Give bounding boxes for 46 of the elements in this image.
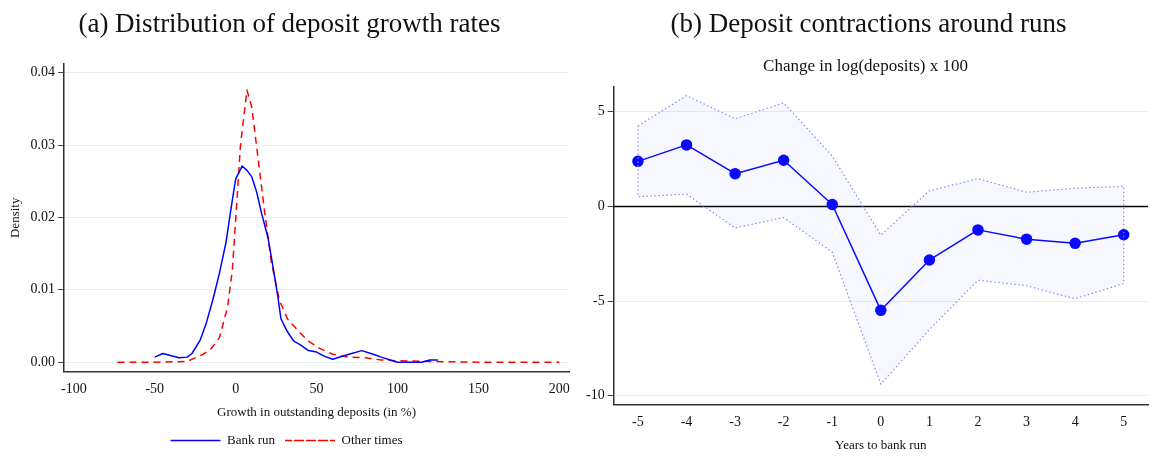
x-tick-label: 50 xyxy=(309,380,324,396)
x-tick-label: -5 xyxy=(632,413,644,429)
x-tick-label: -100 xyxy=(60,380,87,396)
legend-label: Bank run xyxy=(226,431,276,447)
x-tick-label: 200 xyxy=(548,380,570,396)
point xyxy=(777,154,790,166)
y-tick-label: 0.03 xyxy=(30,136,56,152)
point xyxy=(826,198,839,211)
x-tick-label: -1 xyxy=(826,413,839,429)
x-axis-title: Years to bank run xyxy=(835,436,928,452)
y-tick-label: 0 xyxy=(597,198,605,214)
y-tick-label: -10 xyxy=(585,387,605,403)
point xyxy=(729,167,741,180)
x-tick-label: 2 xyxy=(974,413,982,429)
y-tick-label: 5 xyxy=(597,103,605,119)
point xyxy=(680,139,693,151)
point xyxy=(1069,237,1081,250)
y-tick-label: 0.04 xyxy=(30,64,56,80)
x-tick-label: -50 xyxy=(145,380,165,396)
x-tick-label: 0 xyxy=(877,413,885,429)
x-tick-label: 5 xyxy=(1120,413,1128,429)
point xyxy=(875,304,887,317)
point xyxy=(1020,233,1033,245)
x-tick-label: -2 xyxy=(777,413,790,429)
x-tick-label: 0 xyxy=(232,380,240,396)
point xyxy=(923,254,936,266)
x-tick-label: -4 xyxy=(680,413,693,429)
y-tick-label: -5 xyxy=(592,292,605,308)
y-tick-label: 0.02 xyxy=(30,209,56,225)
line-series xyxy=(116,89,561,363)
y-tick-label: 0.00 xyxy=(30,353,56,369)
x-tick-label: 1 xyxy=(925,413,933,429)
x-tick-label: -3 xyxy=(729,413,741,429)
x-tick-label: 150 xyxy=(467,380,489,396)
chart-title: (a) Distribution of deposit growth rates xyxy=(77,7,502,40)
x-tick-label: 3 xyxy=(1023,413,1031,429)
point xyxy=(1117,229,1130,241)
y-axis-title: Density xyxy=(7,197,23,239)
point xyxy=(972,224,984,236)
chart-title: (b) Deposit contractions around runs xyxy=(669,7,1068,40)
y-tick-label: 0.01 xyxy=(30,281,56,297)
x-tick-label: 100 xyxy=(386,380,408,396)
x-tick-label: 4 xyxy=(1071,413,1079,429)
x-axis-title: Growth in outstanding deposits (in %) xyxy=(217,403,417,419)
chart-subtitle: Change in log(deposits) x 100 xyxy=(763,55,968,75)
legend-label: Other times xyxy=(341,431,403,447)
